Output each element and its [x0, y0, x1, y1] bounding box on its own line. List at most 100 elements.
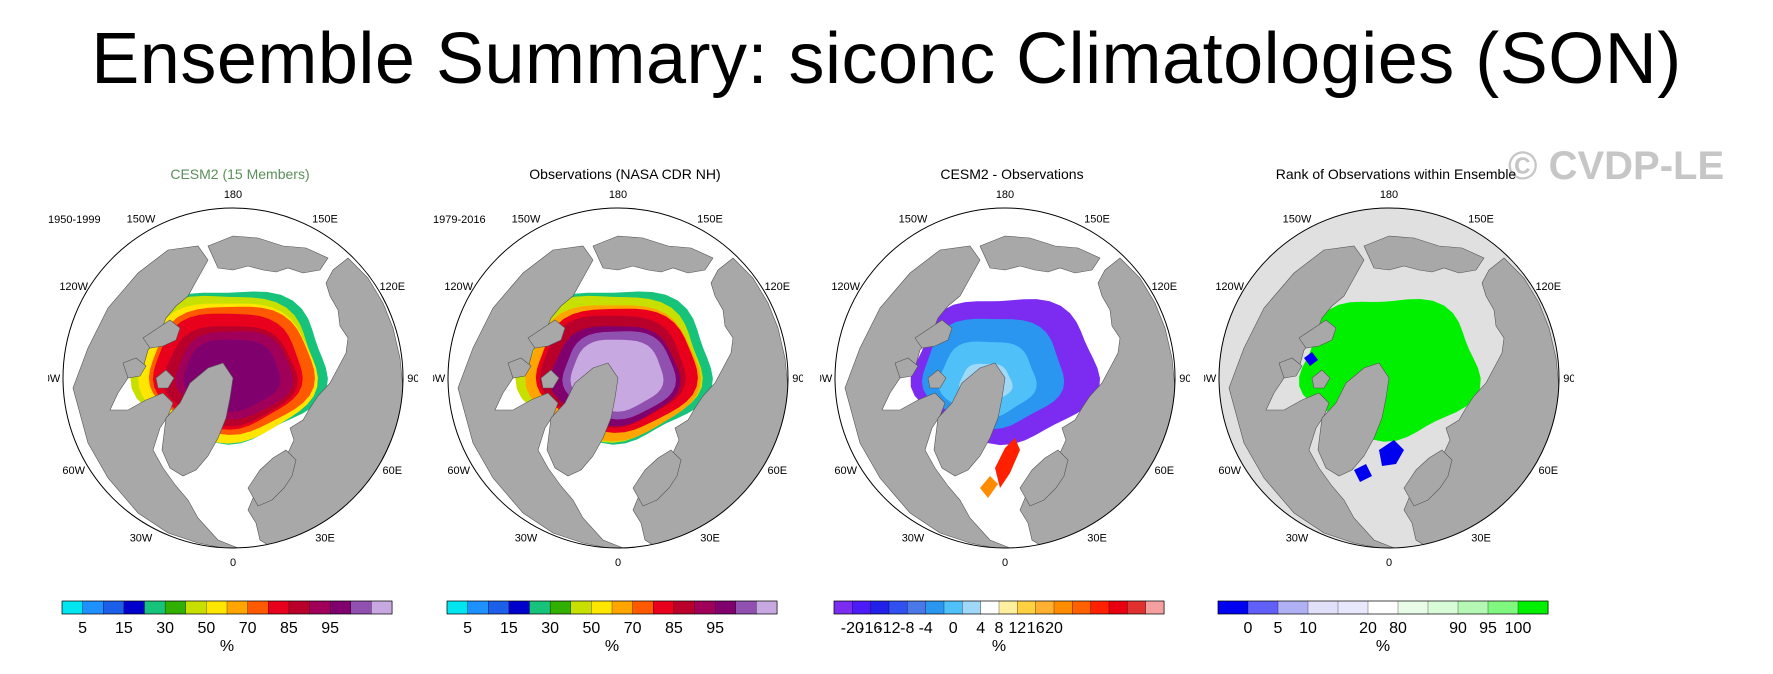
- land: [1363, 235, 1485, 274]
- colorbar-swatch: [350, 600, 372, 615]
- longitude-label: 150W: [127, 214, 156, 226]
- polar-map: 180 150E 120E 90E 60E 30E 0 30W 60W 90W 120W 150W: [433, 189, 803, 568]
- map-panel: Rank of Observations within Ensemble 180 1…: [1196, 160, 1596, 660]
- colorbar-swatch: [962, 600, 982, 615]
- longitude-label: 60E: [1539, 465, 1559, 477]
- colorbar-swatch: [1145, 600, 1165, 615]
- longitude-label: 90E: [1563, 373, 1574, 385]
- colorbar-swatch: [549, 600, 572, 615]
- longitude-label: 90W: [820, 373, 833, 385]
- colorbar-label: 85: [280, 620, 298, 637]
- colorbar-swatch: [529, 600, 551, 615]
- colorbar-swatch: [591, 600, 613, 615]
- colorbar-swatch: [1307, 600, 1339, 615]
- colorbar-unit: %: [1376, 638, 1390, 655]
- land: [632, 449, 682, 507]
- longitude-label: 180: [224, 189, 242, 201]
- map-border: [1218, 207, 1560, 549]
- colorbar-swatch: [653, 600, 675, 615]
- land: [1278, 357, 1303, 379]
- colorbar-swatch: [467, 600, 489, 615]
- colorbar-label: 8: [995, 620, 1004, 637]
- land: [1228, 245, 1395, 548]
- colorbar-swatch: [144, 600, 166, 615]
- polar-map: 180 150E 120E 90E 60E 30E 0 30W 60W 90W 120W 150W: [820, 189, 1190, 568]
- longitude-label: 120W: [831, 281, 860, 293]
- colorbar-swatch: [1397, 600, 1429, 615]
- colorbar-swatch: [1277, 600, 1309, 615]
- longitude-label: 150W: [1283, 214, 1312, 226]
- longitude-label: 180: [1380, 189, 1398, 201]
- period-label: 1950-1999: [48, 214, 101, 226]
- longitude-label: 60W: [834, 465, 857, 477]
- map-panel: CESM2 - Observations 180 150E 120E 90E 60E 30E…: [812, 160, 1212, 660]
- colorbar-swatch: [694, 600, 716, 615]
- colorbar-label: 10: [1299, 620, 1317, 637]
- land: [592, 235, 714, 274]
- colorbar-swatch: [206, 600, 228, 615]
- colorbar-swatch: [123, 600, 145, 615]
- land: [507, 357, 532, 379]
- longitude-label: 180: [996, 189, 1014, 201]
- longitude-label: 0: [1002, 557, 1008, 568]
- colorbar-label: 90: [1449, 620, 1467, 637]
- colorbar-swatch: [309, 600, 331, 615]
- colorbar-swatch: [61, 600, 84, 615]
- colorbar-label: 50: [198, 620, 216, 637]
- land: [527, 319, 566, 349]
- longitude-label: 0: [615, 557, 621, 568]
- colorbar: 0 5 10 20 80 90 95 100%: [1217, 600, 1549, 655]
- colorbar-swatch: [1337, 600, 1369, 615]
- colorbar-swatch: [888, 600, 908, 615]
- land: [1317, 362, 1390, 477]
- colorbar-label: 95: [706, 620, 724, 637]
- colorbar-swatch: [164, 600, 187, 615]
- land: [142, 319, 181, 349]
- colorbar-label: 80: [1389, 620, 1407, 637]
- colorbar-swatch: [1035, 600, 1055, 615]
- polar-map: 180 150E 120E 90E 60E 30E 0 30W 60W 90W 120W 150W: [48, 189, 418, 568]
- land: [1019, 449, 1069, 507]
- land: [155, 369, 175, 389]
- longitude-label: 0: [230, 557, 236, 568]
- colorbar-swatch: [735, 600, 757, 615]
- colorbar-swatch: [1367, 600, 1399, 615]
- colorbar-label: -4: [919, 620, 933, 637]
- colorbar-swatch: [82, 600, 104, 615]
- longitude-label: 150E: [697, 214, 723, 226]
- longitude-label: 60E: [1155, 465, 1175, 477]
- colorbar-swatch: [508, 600, 530, 615]
- colorbar-swatch: [1457, 600, 1489, 615]
- map-border: [62, 207, 404, 549]
- land: [122, 357, 147, 379]
- colorbar-swatch: [980, 600, 1000, 615]
- longitude-label: 90W: [1204, 373, 1217, 385]
- panel-title: CESM2 - Observations: [940, 166, 1084, 182]
- colorbar-swatch: [288, 600, 310, 615]
- colorbar-label: -20: [841, 620, 864, 637]
- colorbar-swatch: [1108, 600, 1128, 615]
- colorbar-swatch: [756, 600, 778, 615]
- longitude-label: 60E: [383, 465, 403, 477]
- colorbar-label: 70: [624, 620, 642, 637]
- colorbar-unit: %: [605, 638, 619, 655]
- colorbar-swatch: [611, 600, 634, 615]
- colorbar-label: 50: [583, 620, 601, 637]
- longitude-label: 60W: [447, 465, 470, 477]
- land: [207, 235, 329, 274]
- colorbar-label: 100: [1505, 620, 1532, 637]
- watermark: © CVDP-LE: [1508, 144, 1725, 188]
- colorbar-swatch: [833, 600, 853, 615]
- colorbar-label: 15: [115, 620, 133, 637]
- colorbar-swatch: [1487, 600, 1519, 615]
- colorbar-unit: %: [220, 638, 234, 655]
- colorbar-swatch: [907, 600, 927, 615]
- colorbar-swatch: [673, 600, 695, 615]
- colorbar-label: 4: [976, 620, 985, 637]
- longitude-label: 150E: [312, 214, 338, 226]
- colorbar-label: 16: [1027, 620, 1045, 637]
- colorbar-label: 95: [321, 620, 339, 637]
- land: [1311, 369, 1331, 389]
- colorbar-label: 30: [156, 620, 174, 637]
- longitude-label: 30E: [1471, 532, 1491, 544]
